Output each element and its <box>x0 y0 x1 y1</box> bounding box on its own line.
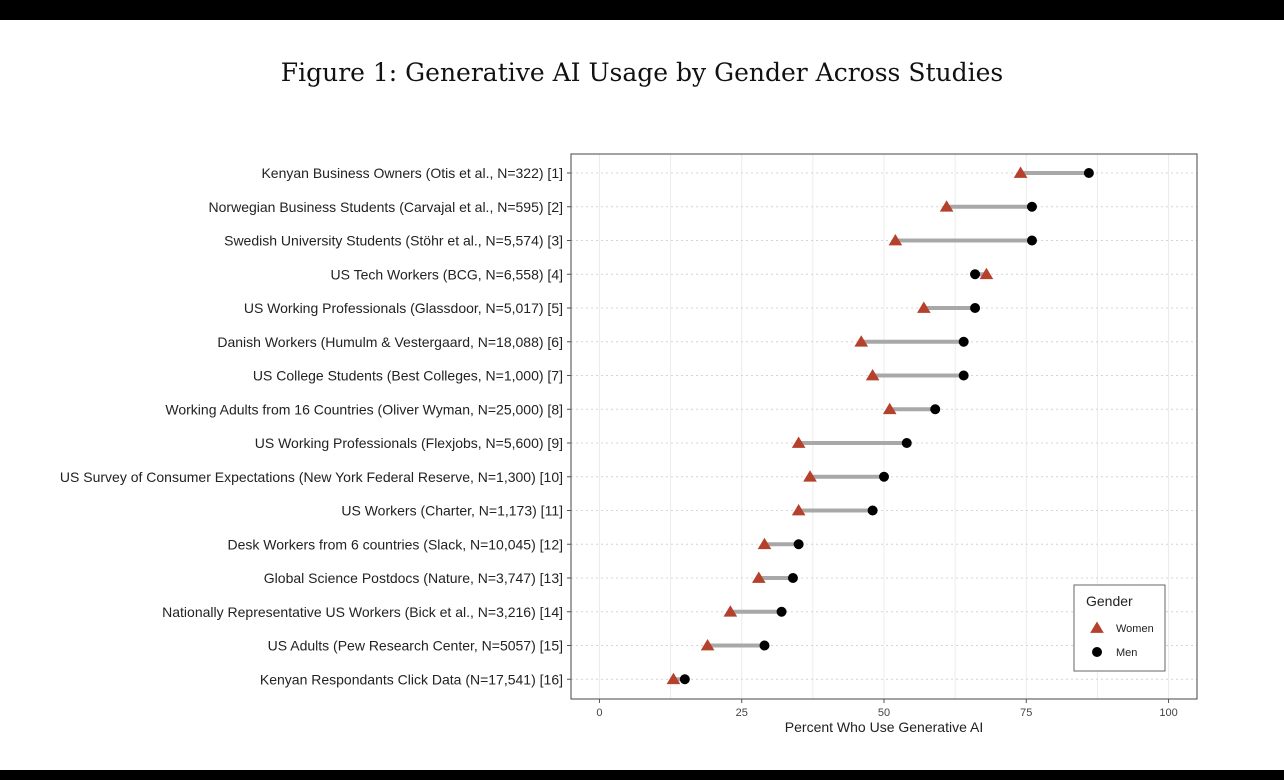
y-tick-label: US Adults (Pew Research Center, N=5057) … <box>268 638 563 654</box>
x-tick-label: 0 <box>596 707 602 719</box>
y-tick-label: Desk Workers from 6 countries (Slack, N=… <box>228 536 563 552</box>
women-point <box>865 369 880 381</box>
women-point <box>917 301 931 313</box>
men-point <box>1083 168 1094 178</box>
y-tick-label: Norwegian Business Students (Carvajal et… <box>209 199 563 215</box>
y-tick-label: Danish Workers (Humulm & Vestergaard, N=… <box>217 334 563 350</box>
legend-label: Women <box>1116 623 1154 635</box>
y-tick-label: US Survey of Consumer Expectations (New … <box>60 469 563 485</box>
legend-men-circle-icon <box>1092 647 1102 657</box>
figure-title: Figure 1: Generative AI Usage by Gender … <box>280 58 1004 87</box>
y-tick-labels: Kenyan Business Owners (Otis et al., N=3… <box>60 165 571 687</box>
y-tick-label: US Workers (Charter, N=1,173) [11] <box>341 503 563 519</box>
women-point <box>723 605 738 617</box>
men-point <box>958 336 969 347</box>
y-tick-label: Working Adults from 16 Countries (Oliver… <box>165 401 563 417</box>
y-tick-label: Kenyan Respondants Click Data (N=17,541)… <box>260 671 563 687</box>
men-point <box>958 370 969 381</box>
women-point <box>888 234 903 246</box>
legend: Gender Women Men <box>1073 584 1166 672</box>
legend-entries: Women Men <box>1090 621 1154 659</box>
women-point <box>666 672 681 685</box>
legend-box <box>1073 584 1166 672</box>
x-tick-label: 100 <box>1159 707 1177 719</box>
men-point <box>793 539 804 550</box>
y-tick-label: Nationally Representative US Workers (Bi… <box>162 604 563 620</box>
y-tick-label: US Working Professionals (Glassdoor, N=5… <box>244 300 563 316</box>
women-point <box>751 571 766 583</box>
figure-canvas: Figure 1: Generative AI Usage by Gender … <box>0 20 1284 770</box>
men-point <box>879 471 889 482</box>
men-point <box>679 674 690 685</box>
men-point <box>1026 201 1037 212</box>
men-point <box>787 573 798 583</box>
x-tick-label: 75 <box>1020 707 1032 719</box>
y-tick-label: US College Students (Best Colleges, N=1,… <box>253 368 563 384</box>
women-point <box>791 436 806 448</box>
men-point <box>970 303 981 313</box>
y-tick-label: US Working Professionals (Flexjobs, N=5,… <box>255 435 563 451</box>
men-point <box>901 438 912 448</box>
marks <box>666 166 1094 685</box>
x-axis-label: Percent Who Use Generative AI <box>785 719 983 735</box>
women-point <box>803 470 817 482</box>
x-tick-labels: 0 25 50 75 100 <box>596 699 1178 719</box>
men-point <box>867 505 878 516</box>
y-tick-label: Global Science Postdocs (Nature, N=3,747… <box>264 570 563 586</box>
x-tick-label: 25 <box>736 707 748 719</box>
women-point <box>700 639 715 651</box>
legend-women-triangle-icon <box>1090 621 1104 633</box>
women-point <box>979 267 994 280</box>
men-point <box>930 404 941 415</box>
y-tick-label: Swedish University Students (Stöhr et al… <box>224 233 563 249</box>
legend-label: Men <box>1116 647 1137 659</box>
legend-title: Gender <box>1086 593 1133 609</box>
men-point <box>970 269 981 280</box>
y-tick-label: Kenyan Business Owners (Otis et al., N=3… <box>261 165 563 181</box>
women-point <box>791 504 806 516</box>
women-point <box>939 200 954 212</box>
women-point <box>1013 166 1028 178</box>
segments <box>673 171 1089 682</box>
men-point <box>776 606 787 617</box>
men-point <box>759 640 770 651</box>
women-point <box>757 537 772 550</box>
x-tick-label: 50 <box>878 707 890 719</box>
women-point <box>854 335 869 347</box>
men-point <box>1026 235 1037 246</box>
dumbbell-chart: Kenyan Business Owners (Otis et al., N=3… <box>60 153 1198 735</box>
y-tick-label: US Tech Workers (BCG, N=6,558) [4] <box>330 266 563 282</box>
women-point <box>882 402 897 415</box>
